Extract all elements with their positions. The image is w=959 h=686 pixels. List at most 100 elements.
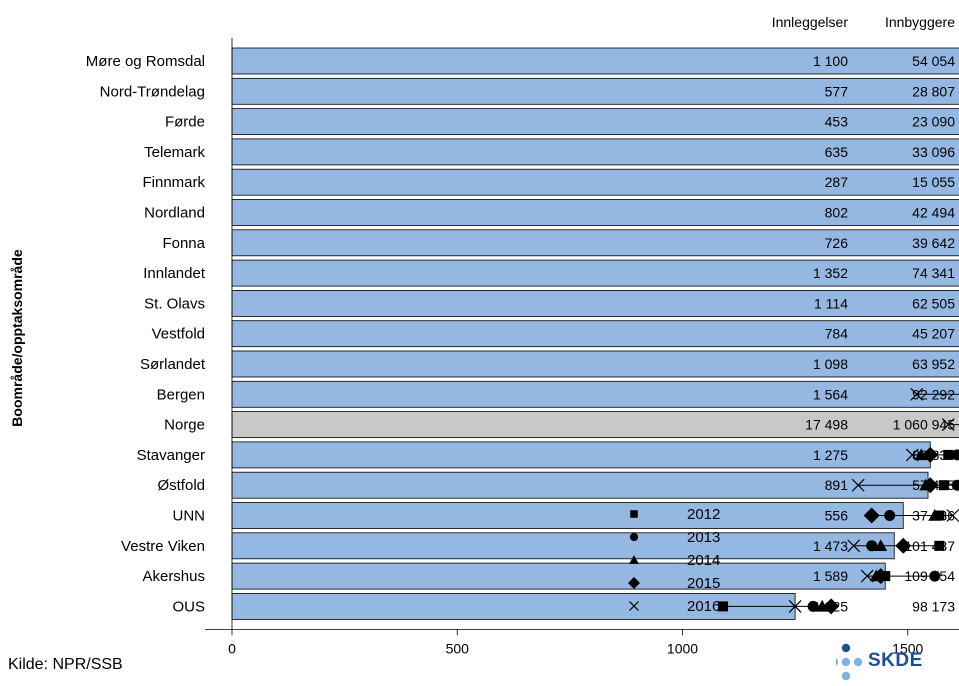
table-cell: 42 494: [912, 205, 955, 221]
logo-dot: [841, 643, 851, 653]
category-label: St. Olavs: [144, 295, 205, 312]
point-circle: [884, 510, 896, 521]
bar: [231, 77, 959, 105]
y-axis-label: Boområde/opptaksområde: [9, 249, 25, 427]
point-x: [847, 539, 861, 553]
table-header: Innleggelser: [772, 14, 849, 30]
logo-text: SKDE: [868, 650, 923, 671]
table-cell: 37 236: [912, 508, 955, 524]
bar: [231, 350, 959, 378]
legend-x-icon: [629, 601, 639, 611]
point-x: [851, 478, 865, 492]
source-note: Kilde: NPR/SSB: [8, 656, 123, 673]
table-cell: 63 952: [912, 356, 955, 372]
point-x: [946, 509, 959, 522]
bar: [231, 441, 931, 469]
category-label: Møre og Romsdal: [86, 53, 205, 70]
legend-label: 2012: [687, 506, 720, 523]
point-triangle: [914, 448, 928, 461]
table-cell: 57 425: [912, 477, 955, 493]
point-circle: [929, 570, 941, 582]
table-cell: 15 055: [912, 174, 955, 190]
x-tick-label: 0: [228, 640, 236, 656]
point-diamond: [872, 568, 889, 585]
table-cell: 82 335: [912, 447, 955, 463]
point-triangle: [815, 599, 829, 612]
table-cell: 101 487: [904, 538, 955, 554]
category-label: Fonna: [162, 235, 205, 252]
point-triangle: [874, 539, 888, 551]
table-header: Innbyggere: [885, 14, 955, 30]
category-label: Innlandet: [143, 265, 206, 282]
table-cell: 109 754: [904, 568, 955, 584]
bar: [231, 229, 959, 257]
bars: [231, 47, 959, 620]
category-label: Nordland: [144, 205, 205, 222]
logo-dot: [853, 657, 863, 667]
x-tick-label: 1500: [892, 640, 923, 656]
table-cell: 1 564: [813, 386, 848, 402]
legend-triangle-icon: [629, 555, 639, 564]
point-square: [934, 510, 945, 521]
table-cell: 39 642: [912, 235, 955, 251]
table-cell: 1 275: [813, 447, 848, 463]
bar: [231, 108, 959, 135]
category-label: Bergen: [157, 386, 205, 403]
table-cell: 635: [825, 144, 849, 160]
table-cell: 45 207: [912, 326, 955, 342]
category-label: Førde: [165, 114, 205, 131]
table-cell: 98 173: [912, 598, 955, 614]
table-cell: 556: [825, 508, 849, 524]
point-diamond: [823, 598, 840, 615]
x-tick-label: 500: [446, 640, 470, 656]
point-square: [943, 449, 954, 460]
bar: [231, 320, 959, 348]
point-triangle: [928, 509, 942, 521]
bar: [231, 562, 886, 590]
point-circle: [951, 479, 959, 491]
point-circle: [866, 540, 878, 552]
table-cell: 1 114: [814, 295, 848, 311]
bar: [231, 532, 895, 560]
bar: [231, 199, 959, 226]
logo-dot: [841, 657, 851, 667]
table-cell: 1 100: [813, 53, 848, 69]
table-cell: 1 352: [813, 265, 848, 281]
bar: [231, 138, 959, 166]
logo-dot: [836, 658, 839, 666]
bar: [231, 289, 959, 317]
bar: [231, 502, 904, 529]
legend-square-icon: [630, 510, 638, 518]
category-labels: Møre og Romsdal Nord-Trøndelag Førde Telema…: [86, 53, 206, 615]
point-diamond: [922, 446, 939, 463]
logo-dots-icon: [836, 643, 863, 681]
table-cell: 92 292: [912, 386, 955, 402]
table-cell: 74 341: [912, 265, 955, 281]
legend-label: 2016: [687, 598, 720, 615]
category-label: Østfold: [157, 477, 205, 494]
table-cell: 784: [825, 326, 849, 342]
category-label: Nord-Trøndelag: [100, 83, 205, 100]
point-x: [788, 599, 802, 613]
bar: [231, 380, 959, 408]
x-tick-label: 1000: [667, 640, 698, 656]
table-cell: 1 589: [813, 568, 848, 584]
category-label: Akershus: [142, 568, 205, 585]
table-cell: 33 096: [912, 144, 955, 160]
table-cell: 891: [825, 477, 849, 493]
point-square: [938, 480, 949, 491]
table-cell: 802: [825, 205, 849, 221]
category-label: Norge: [164, 417, 205, 434]
category-label: Vestre Viken: [121, 538, 205, 555]
table-cell: 54 054: [912, 53, 955, 69]
table-cell: 62 505: [912, 295, 955, 311]
category-label: Telemark: [144, 144, 205, 161]
bar: [231, 47, 959, 75]
legend-circle-icon: [629, 532, 639, 542]
category-label: Vestfold: [152, 326, 205, 343]
point-square: [934, 540, 945, 551]
point-circle: [807, 600, 819, 612]
point-x: [860, 569, 874, 583]
category-label: Finnmark: [142, 174, 205, 191]
